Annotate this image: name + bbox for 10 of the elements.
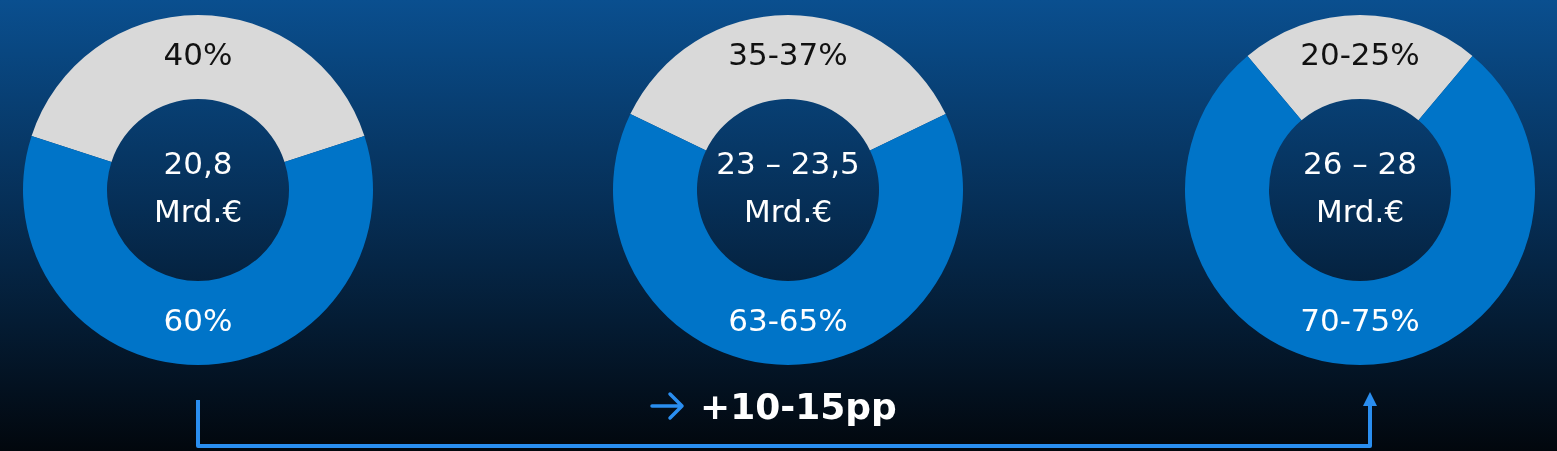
data-label: 40%	[163, 36, 233, 73]
text: 26 – 28 Mrd.€	[1302, 145, 1418, 230]
data-label: 20-25%	[1300, 36, 1420, 73]
text: 20,8 Mrd.€	[153, 145, 243, 230]
data-label: 60%	[163, 302, 233, 339]
text: +10-15pp	[700, 385, 897, 427]
data-label: 70-75%	[1300, 302, 1420, 339]
text: 23 – 23,5 Mrd.€	[716, 145, 860, 230]
data-label: 63-65%	[728, 302, 848, 339]
data-label: 35-37%	[728, 36, 848, 73]
